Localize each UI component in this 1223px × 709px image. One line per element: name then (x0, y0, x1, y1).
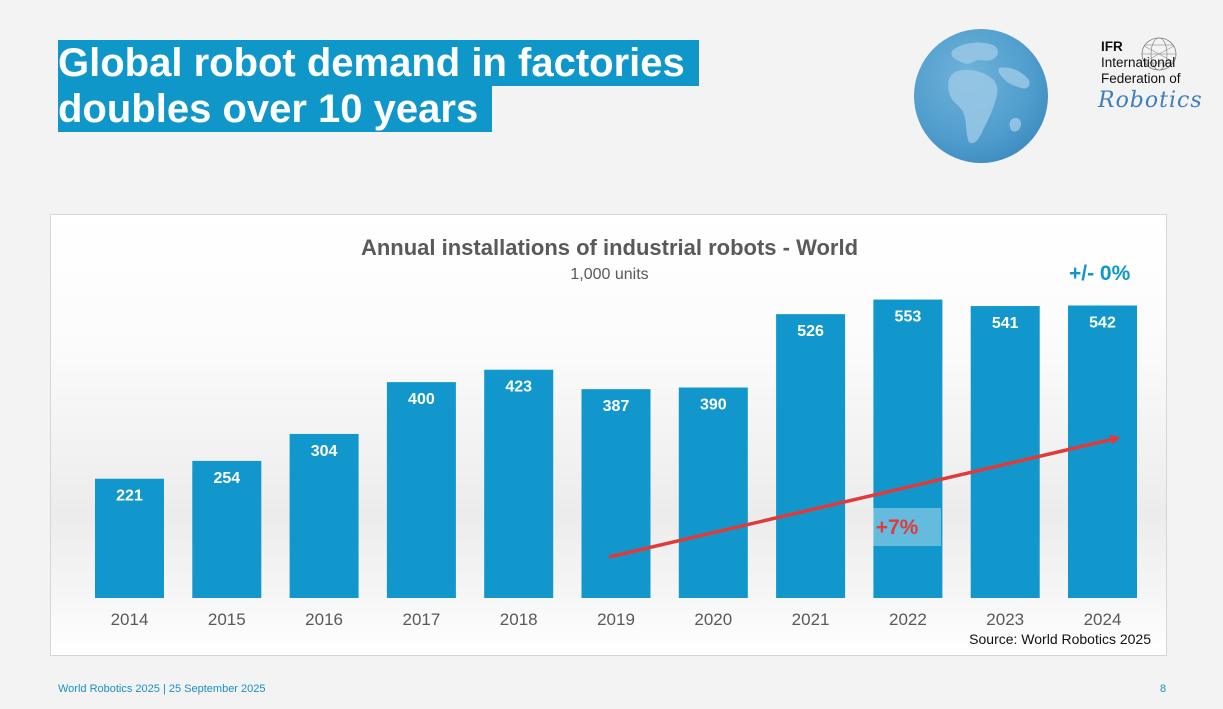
x-tick-2019: 2019 (597, 610, 635, 629)
x-tick-2016: 2016 (305, 610, 343, 629)
bar-2023 (970, 306, 1040, 598)
ifr-logo-text: IFR International Federation of (1101, 39, 1181, 87)
bar-2014 (95, 478, 164, 598)
x-tick-2018: 2018 (500, 610, 538, 629)
bar-2015 (192, 460, 262, 598)
trend-arrow (608, 434, 1121, 559)
data-label-2017: 400 (408, 391, 435, 408)
bar-chart: 221 2014 254 2015 304 2016 400 2017 423 2018 387 20… (95, 299, 1137, 629)
data-label-2016: 304 (311, 443, 338, 460)
bar-2018 (484, 369, 554, 598)
chart-title: Annual installations of industrial robot… (360, 235, 859, 260)
data-label-2023: 541 (992, 315, 1019, 332)
change-label: +/- 0% (1069, 262, 1131, 285)
data-label-2022: 553 (895, 309, 922, 326)
bar-2019 (581, 389, 651, 598)
bar-2021 (776, 314, 846, 598)
x-tick-2023: 2023 (986, 610, 1024, 629)
slide-title-line-2: doubles over 10 years (58, 86, 493, 132)
bar-2024 (1068, 305, 1137, 598)
data-label-2020: 390 (700, 397, 727, 414)
x-tick-2022: 2022 (889, 610, 927, 629)
ifr-logo-script: Robotics (1098, 88, 1203, 113)
globe-icon (914, 29, 1048, 163)
trend-label-background (873, 508, 941, 546)
x-tick-2015: 2015 (208, 610, 246, 629)
ifr-logo-icon (1141, 37, 1177, 71)
ifr-line-2: Federation of (1101, 71, 1181, 86)
data-label-2015: 254 (213, 470, 240, 487)
x-tick-2024: 2024 (1084, 610, 1122, 629)
bar-2017 (386, 382, 456, 598)
slide-title: Global robot demand in factories doubles… (58, 40, 699, 132)
x-tick-2014: 2014 (111, 610, 149, 629)
data-label-2021: 526 (797, 323, 824, 340)
chart-panel: 221 2014 254 2015 304 2016 400 2017 423 2018 387 20… (50, 214, 1167, 656)
data-label-2014: 221 (116, 488, 143, 505)
bar-2022 (873, 299, 943, 598)
ifr-abbr: IFR (1101, 39, 1123, 54)
footer-text: World Robotics 2025 | 25 September 2025 (58, 683, 266, 695)
data-label-2019: 387 (603, 398, 630, 415)
page-number: 8 (1160, 683, 1167, 695)
data-label-2024: 542 (1089, 315, 1116, 332)
x-tick-2020: 2020 (694, 610, 732, 629)
bar-2016 (289, 433, 359, 598)
slide-title-line-1: Global robot demand in factories (58, 40, 699, 86)
chart-subtitle: 1,000 units (570, 266, 649, 283)
ifr-line-1: International (1101, 55, 1176, 70)
trend-label: +7% (876, 516, 919, 539)
x-tick-2017: 2017 (402, 610, 440, 629)
ifr-logo: IFR International Federation of Robotics (1098, 36, 1218, 120)
data-label-2018: 423 (505, 379, 532, 396)
chart-source: Source: World Robotics 2025 (969, 631, 1151, 647)
bar-2020 (678, 387, 748, 598)
x-tick-2021: 2021 (792, 610, 830, 629)
